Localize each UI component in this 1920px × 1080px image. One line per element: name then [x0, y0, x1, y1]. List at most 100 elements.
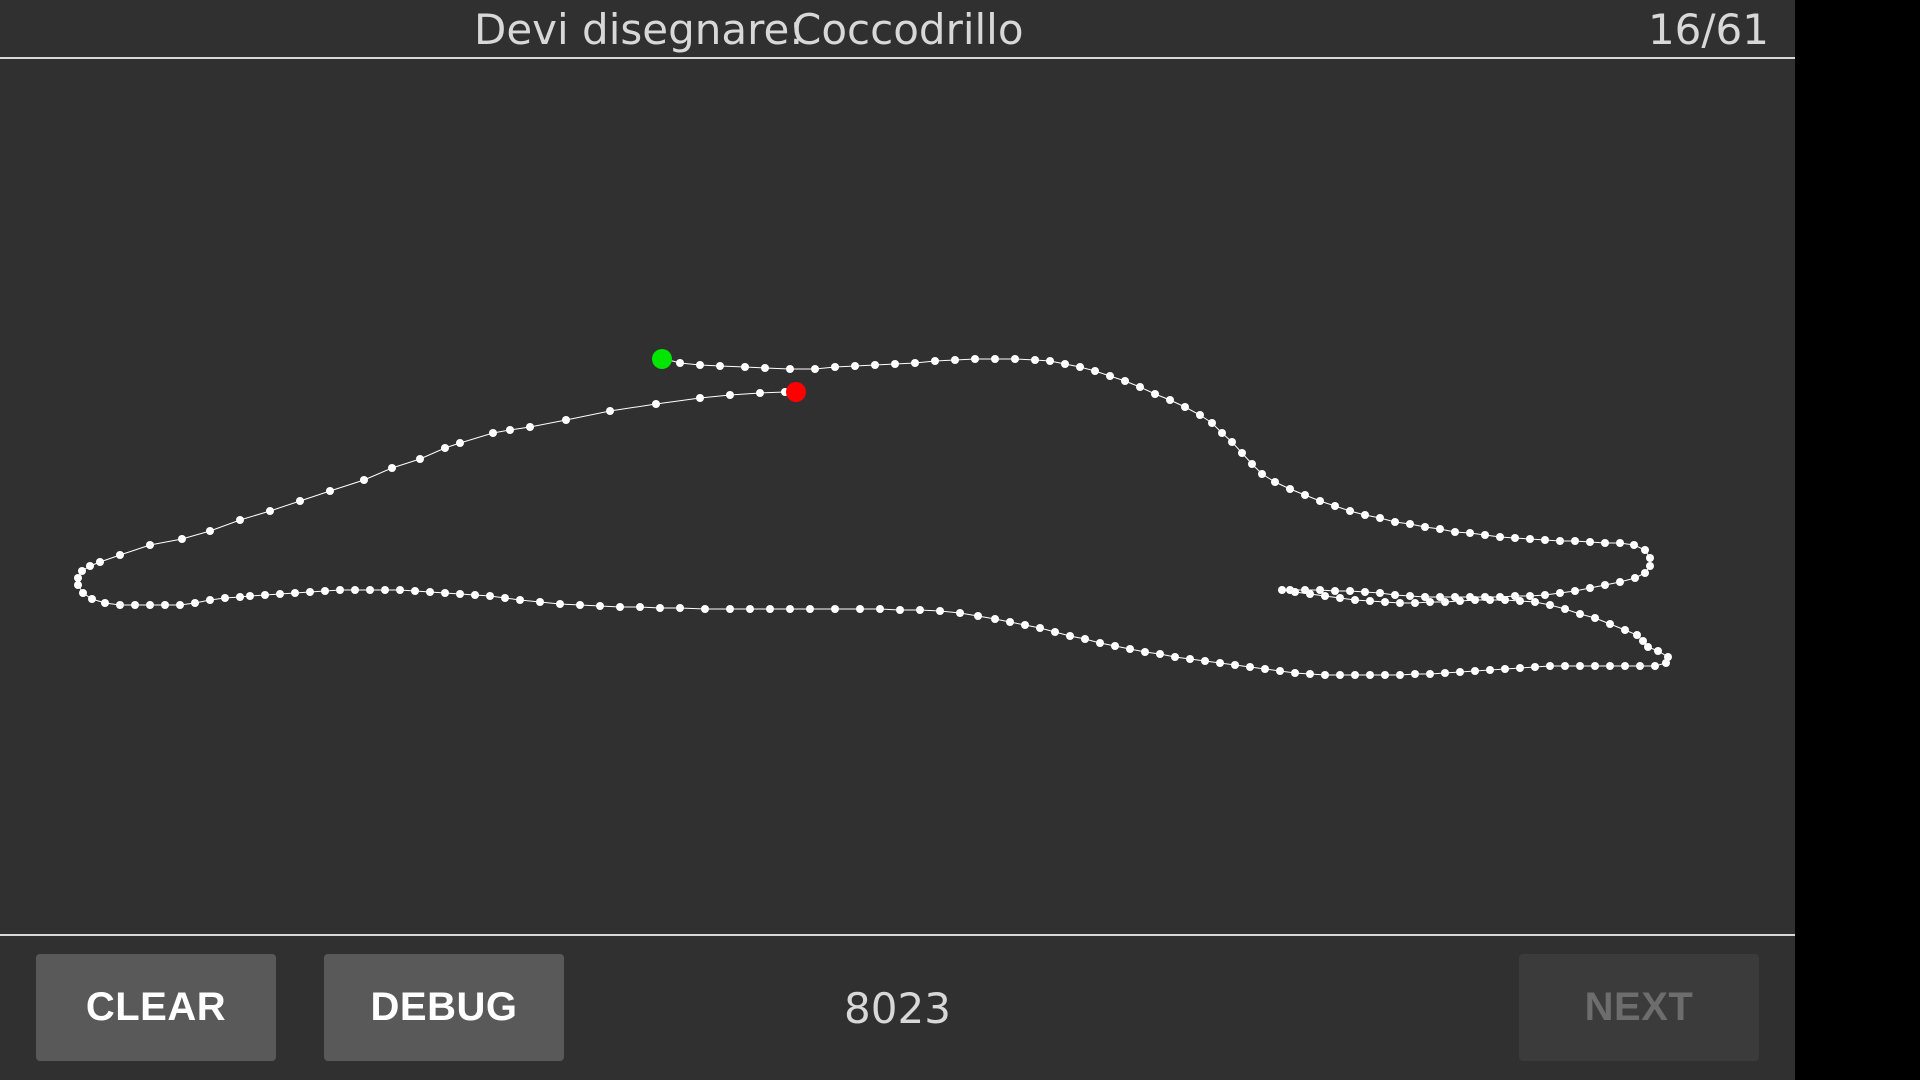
- stroke-point: [1501, 596, 1509, 604]
- stroke-point: [1321, 592, 1329, 600]
- stroke-point: [1456, 668, 1464, 676]
- stroke-point: [1541, 591, 1549, 599]
- stroke-point: [536, 598, 544, 606]
- stroke-point: [1346, 507, 1354, 515]
- stroke-point: [1601, 539, 1609, 547]
- stroke-point: [306, 588, 314, 596]
- stroke-point: [1376, 514, 1384, 522]
- stroke-point: [756, 389, 764, 397]
- stroke-point: [1286, 485, 1294, 493]
- stroke-point: [426, 588, 434, 596]
- stroke-point: [1486, 596, 1494, 604]
- progress-counter: 16/61: [1647, 5, 1769, 54]
- stroke-point: [1531, 598, 1539, 606]
- stroke-point: [696, 394, 704, 402]
- stroke-point: [74, 581, 82, 589]
- stroke-point: [88, 595, 96, 603]
- stroke-point: [636, 603, 644, 611]
- stroke-point: [1306, 670, 1314, 678]
- stroke-point: [1151, 390, 1159, 398]
- stroke-point: [1121, 377, 1129, 385]
- stroke-point: [1066, 632, 1074, 640]
- stroke-point: [761, 364, 769, 372]
- stroke-point: [1576, 610, 1584, 618]
- stroke-point: [1321, 671, 1329, 679]
- stroke-point: [246, 592, 254, 600]
- stroke-point: [1381, 671, 1389, 679]
- stroke-point: [931, 357, 939, 365]
- stroke-point: [831, 605, 839, 613]
- stroke-point: [956, 609, 964, 617]
- stroke-point: [916, 606, 924, 614]
- stroke-point: [1031, 356, 1039, 364]
- stroke-point: [1396, 599, 1404, 607]
- stroke-point: [236, 593, 244, 601]
- stroke-point: [1126, 645, 1134, 653]
- stroke-point: [1316, 586, 1324, 594]
- stroke-point: [1136, 383, 1144, 391]
- stroke-point: [1576, 662, 1584, 670]
- drawing-canvas[interactable]: [0, 59, 1795, 933]
- stroke-point: [1181, 403, 1189, 411]
- stroke-point: [351, 586, 359, 594]
- next-button[interactable]: NEXT: [1519, 954, 1759, 1061]
- stroke-point: [1366, 597, 1374, 605]
- stroke-point: [1171, 653, 1179, 661]
- stroke-point: [871, 361, 879, 369]
- stroke-point: [1291, 669, 1299, 677]
- stroke-point: [716, 362, 724, 370]
- stroke-point: [161, 601, 169, 609]
- stroke-point: [1621, 662, 1629, 670]
- stroke-point: [606, 407, 614, 415]
- stroke-point: [1526, 592, 1534, 600]
- stroke-point: [1630, 541, 1638, 549]
- stroke-point: [1361, 511, 1369, 519]
- stroke-point: [1271, 478, 1279, 486]
- stroke-point: [1156, 650, 1164, 658]
- stroke-point: [1466, 529, 1474, 537]
- stroke-point: [1571, 537, 1579, 545]
- stroke-point: [701, 605, 709, 613]
- stroke-point: [326, 487, 334, 495]
- stroke-point: [1396, 671, 1404, 679]
- stroke-point: [696, 361, 704, 369]
- stroke-point: [811, 365, 819, 373]
- stroke-point: [831, 363, 839, 371]
- stroke-point: [1606, 662, 1614, 670]
- stroke-point: [146, 601, 154, 609]
- stroke-point: [1511, 592, 1519, 600]
- stroke-point: [1441, 598, 1449, 606]
- stroke-point: [1621, 626, 1629, 634]
- stroke-point: [388, 464, 396, 472]
- stroke-point: [806, 605, 814, 613]
- stroke-point: [896, 606, 904, 614]
- stroke-point: [1306, 590, 1314, 598]
- stroke-point: [741, 363, 749, 371]
- stroke-point: [1406, 592, 1414, 600]
- stroke-point: [1216, 659, 1224, 667]
- stroke-point: [851, 362, 859, 370]
- stroke-point: [1036, 624, 1044, 632]
- stroke-point: [1501, 665, 1509, 673]
- stroke-point: [1616, 539, 1624, 547]
- stroke-point: [1111, 642, 1119, 650]
- stroke-point: [1411, 670, 1419, 678]
- stroke-point: [1331, 587, 1339, 595]
- stroke-point: [1106, 372, 1114, 380]
- stroke-point: [1046, 357, 1054, 365]
- stroke-point: [178, 535, 186, 543]
- clear-button[interactable]: CLEAR: [36, 954, 276, 1061]
- end-point-marker: [786, 382, 806, 402]
- stroke-point: [1301, 491, 1309, 499]
- stroke-point: [1278, 586, 1286, 594]
- stroke-point: [456, 590, 464, 598]
- stroke-point: [1406, 520, 1414, 528]
- stroke-point: [1486, 666, 1494, 674]
- debug-button[interactable]: DEBUG: [324, 954, 564, 1061]
- stroke-point: [1228, 438, 1236, 446]
- stroke-point: [1091, 367, 1099, 375]
- stroke-point: [221, 594, 229, 602]
- stroke-point: [652, 400, 660, 408]
- stroke-point: [1556, 537, 1564, 545]
- stroke-point: [1641, 546, 1649, 554]
